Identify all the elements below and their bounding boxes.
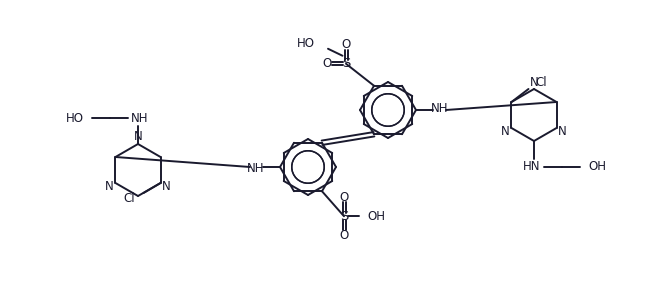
Text: OH: OH xyxy=(588,160,606,174)
Text: O: O xyxy=(340,229,349,242)
Text: NH: NH xyxy=(247,162,265,176)
Text: N: N xyxy=(163,180,171,193)
Text: NH: NH xyxy=(131,111,149,125)
Text: S: S xyxy=(342,57,350,70)
Text: O: O xyxy=(322,57,332,70)
Text: O: O xyxy=(342,38,351,51)
Text: OH: OH xyxy=(367,210,385,223)
Text: HN: HN xyxy=(523,160,541,174)
Text: N: N xyxy=(105,180,114,193)
Text: O: O xyxy=(340,191,349,204)
Text: Cl: Cl xyxy=(123,192,134,205)
Text: S: S xyxy=(340,210,348,223)
Text: N: N xyxy=(558,125,567,138)
Text: N: N xyxy=(530,76,538,89)
Text: N: N xyxy=(501,125,510,138)
Text: NH: NH xyxy=(431,101,449,115)
Text: Cl: Cl xyxy=(536,76,547,89)
Text: HO: HO xyxy=(297,37,315,50)
Text: HO: HO xyxy=(66,111,84,125)
Text: N: N xyxy=(134,131,142,144)
